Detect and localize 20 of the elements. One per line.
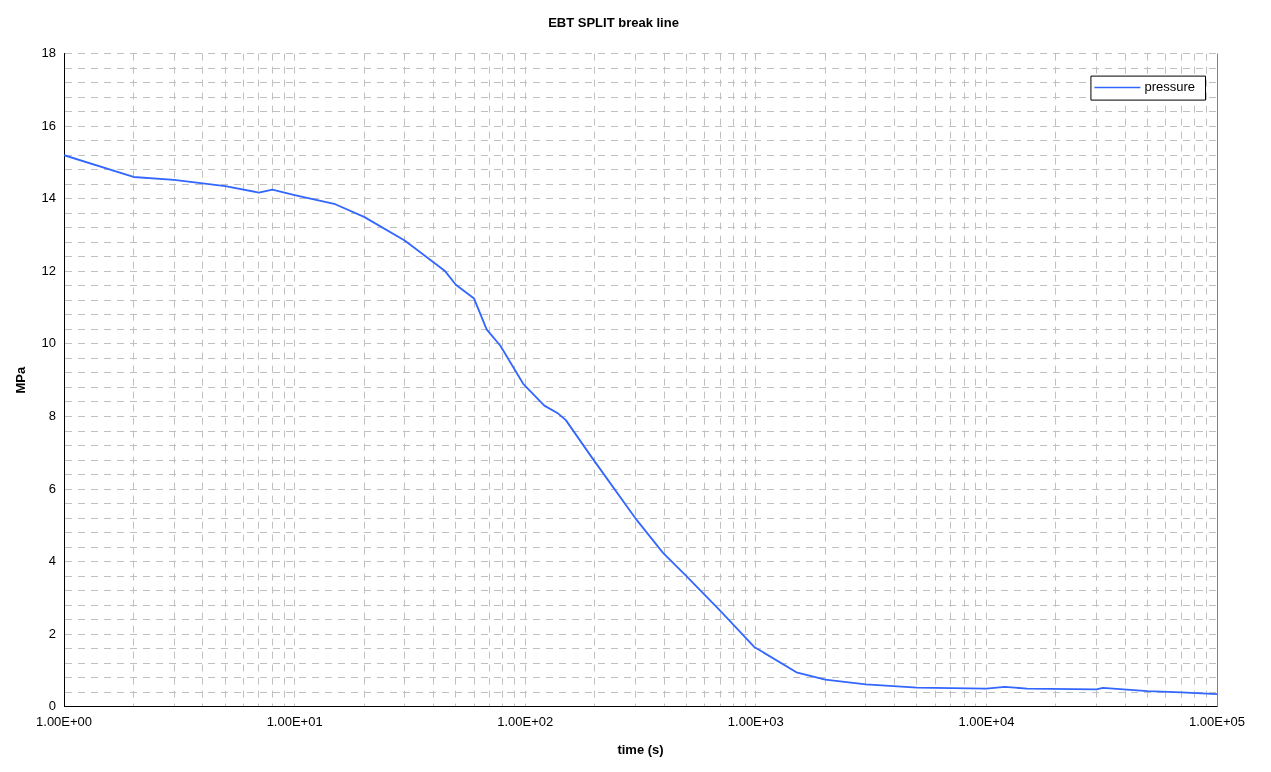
y-axis-title: MPa bbox=[13, 366, 29, 394]
x-tick-label: 1.00E+02 bbox=[497, 714, 554, 730]
x-tick-label: 1.00E+05 bbox=[1188, 714, 1246, 730]
legend-label: pressure bbox=[1144, 79, 1195, 95]
chart-title: EBT SPLIT break line bbox=[548, 15, 679, 31]
x-tick-label: 1.00E+01 bbox=[266, 714, 323, 730]
y-tick-label: 4 bbox=[48, 553, 57, 569]
y-tick-label: 14 bbox=[41, 190, 57, 206]
y-tick-label: 12 bbox=[41, 262, 57, 278]
x-tick-label: 1.00E+04 bbox=[958, 714, 1015, 730]
y-tick-label: 16 bbox=[41, 117, 57, 133]
x-tick-label: 1.00E+03 bbox=[727, 714, 784, 730]
y-tick-label: 18 bbox=[41, 45, 57, 61]
y-tick-label: 6 bbox=[48, 480, 57, 496]
y-tick-label: 10 bbox=[41, 335, 57, 351]
x-axis-title: time (s) bbox=[617, 741, 664, 757]
y-tick-label: 2 bbox=[48, 625, 57, 641]
y-tick-label: 8 bbox=[48, 408, 57, 424]
y-tick-label: 0 bbox=[48, 698, 57, 714]
x-tick-label: 1.00E+00 bbox=[36, 714, 93, 730]
